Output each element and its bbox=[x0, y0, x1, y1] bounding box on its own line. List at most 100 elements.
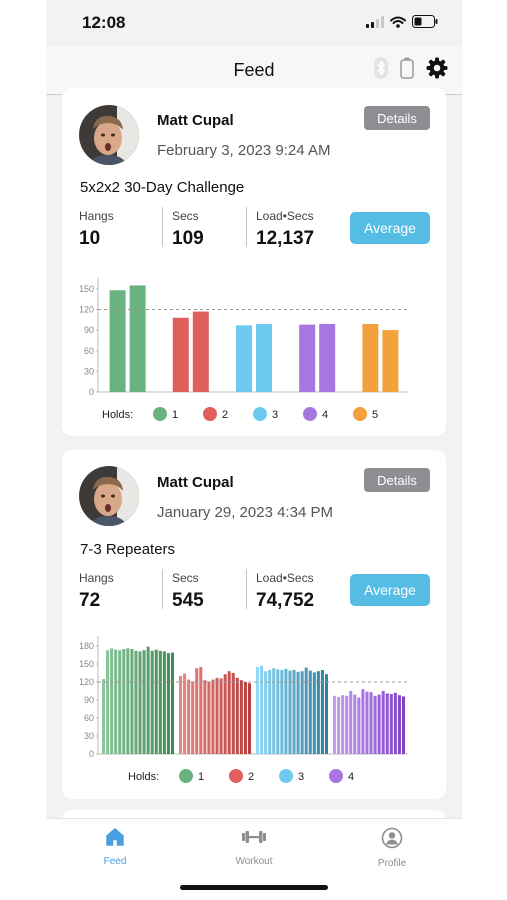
tab-label: Profile bbox=[377, 858, 407, 869]
avatar[interactable] bbox=[79, 466, 139, 526]
chart-bar bbox=[138, 651, 142, 754]
y-tick-label: 180 bbox=[79, 641, 94, 651]
y-tick-label: 30 bbox=[84, 731, 94, 741]
details-button[interactable]: Details bbox=[364, 468, 430, 492]
chart-bar bbox=[106, 650, 110, 754]
chart-bar bbox=[361, 689, 365, 754]
avatar[interactable] bbox=[79, 105, 139, 165]
y-tick-label: 90 bbox=[84, 695, 94, 705]
legend-swatch bbox=[303, 407, 317, 421]
average-button[interactable]: Average bbox=[350, 212, 430, 244]
chart-bar bbox=[337, 697, 341, 754]
stat-value: 10 bbox=[79, 228, 101, 249]
tab-label: Feed bbox=[103, 856, 127, 867]
chart-bar bbox=[324, 674, 328, 754]
chart-bar bbox=[319, 323, 336, 392]
author-name[interactable]: Matt Cupal bbox=[157, 112, 234, 129]
legend-label: 2 bbox=[248, 771, 254, 783]
author-name[interactable]: Matt Cupal bbox=[157, 474, 234, 491]
chart-bar bbox=[296, 671, 300, 754]
chart-bar bbox=[353, 694, 357, 754]
tab-workout[interactable]: Workout bbox=[214, 827, 294, 867]
stat-value: 72 bbox=[79, 590, 101, 611]
chart-bar bbox=[110, 648, 114, 754]
chart-bar bbox=[150, 650, 154, 754]
chart-bar bbox=[247, 683, 251, 754]
hold-chart: 0 30 60 90 120 150 Holds: 1 2 3 4 5 bbox=[79, 278, 408, 421]
chart-bar bbox=[280, 670, 284, 754]
chart-bar bbox=[308, 670, 312, 754]
stat-secs: Secs 109 bbox=[172, 209, 204, 250]
chart-bar bbox=[211, 679, 215, 754]
chart-bar bbox=[256, 667, 260, 754]
chart-bar bbox=[401, 696, 405, 754]
stat-label: Hangs bbox=[79, 209, 114, 223]
wifi-icon bbox=[390, 16, 406, 28]
y-tick-label: 60 bbox=[84, 713, 94, 723]
stat-label: Secs bbox=[172, 571, 199, 585]
chart-bar bbox=[146, 646, 150, 754]
legend-swatch bbox=[279, 769, 293, 783]
cellular-signal-icon bbox=[366, 15, 384, 28]
chart-bar bbox=[316, 671, 320, 754]
tab-profile[interactable]: Profile bbox=[352, 827, 432, 869]
page-title: Feed bbox=[233, 60, 275, 80]
stat-value: 12,137 bbox=[256, 228, 315, 249]
legend-swatch bbox=[329, 769, 343, 783]
device-battery-icon[interactable] bbox=[400, 57, 414, 79]
chart-bar bbox=[166, 653, 170, 754]
y-tick-label: 150 bbox=[79, 284, 94, 294]
chart-bar bbox=[292, 670, 296, 754]
chart-bar bbox=[268, 670, 272, 754]
details-button[interactable]: Details bbox=[364, 106, 430, 130]
chart-bar bbox=[397, 695, 401, 754]
chart-bar bbox=[170, 652, 174, 754]
chart-bar bbox=[349, 691, 353, 754]
chart-bar bbox=[365, 691, 369, 754]
legend-title: Holds: bbox=[102, 409, 133, 421]
feed-card: Matt Cupal February 3, 2023 9:24 AM Deta… bbox=[62, 88, 446, 436]
dumbbell-icon bbox=[242, 831, 266, 843]
chart-bar bbox=[304, 667, 308, 754]
chart-bar bbox=[369, 692, 373, 754]
stat-load-secs: Load•Secs 74,752 bbox=[256, 571, 314, 612]
chart-bar bbox=[192, 311, 209, 392]
chart-bar bbox=[235, 677, 239, 754]
stat-divider bbox=[246, 207, 247, 247]
chart-bar bbox=[260, 665, 264, 754]
average-button[interactable]: Average bbox=[350, 574, 430, 606]
chart-bar bbox=[345, 695, 349, 754]
chart-bar bbox=[203, 680, 207, 754]
chart-bar bbox=[219, 678, 223, 754]
chart-bar bbox=[385, 693, 389, 754]
stat-label: Hangs bbox=[79, 571, 114, 585]
tab-feed[interactable]: Feed bbox=[75, 827, 155, 867]
y-tick-label: 0 bbox=[89, 387, 94, 397]
hold-chart: 0 30 60 90 120 150 180 Holds: 1 2 3 4 bbox=[79, 636, 408, 783]
chart-bar bbox=[126, 648, 130, 754]
legend-label: 3 bbox=[272, 409, 278, 421]
chart-bar bbox=[114, 649, 118, 754]
chart-bar bbox=[276, 669, 280, 754]
stat-hangs: Hangs 72 bbox=[79, 571, 114, 612]
chart-bar bbox=[272, 668, 276, 754]
stat-secs: Secs 545 bbox=[172, 571, 204, 612]
chart-bar bbox=[191, 681, 195, 754]
chart-bar bbox=[227, 671, 231, 754]
stat-hangs: Hangs 10 bbox=[79, 209, 114, 250]
chart-bar bbox=[162, 651, 166, 754]
chart-bar bbox=[118, 650, 122, 754]
legend-swatch bbox=[203, 407, 217, 421]
bluetooth-icon[interactable] bbox=[374, 57, 388, 79]
chart-bar bbox=[389, 694, 393, 754]
chart-bar bbox=[239, 680, 243, 754]
settings-gear-icon[interactable] bbox=[426, 57, 448, 79]
chart-bar bbox=[320, 670, 324, 754]
chart-bar bbox=[172, 317, 189, 392]
chart-bar bbox=[264, 671, 268, 754]
workout-title: 5x2x2 30-Day Challenge bbox=[80, 179, 245, 196]
stat-label: Secs bbox=[172, 209, 199, 223]
feed-card: Matt Cupal January 29, 2023 4:34 PM Deta… bbox=[62, 450, 446, 799]
chart-bar bbox=[134, 650, 138, 754]
chart-bar bbox=[154, 649, 158, 754]
